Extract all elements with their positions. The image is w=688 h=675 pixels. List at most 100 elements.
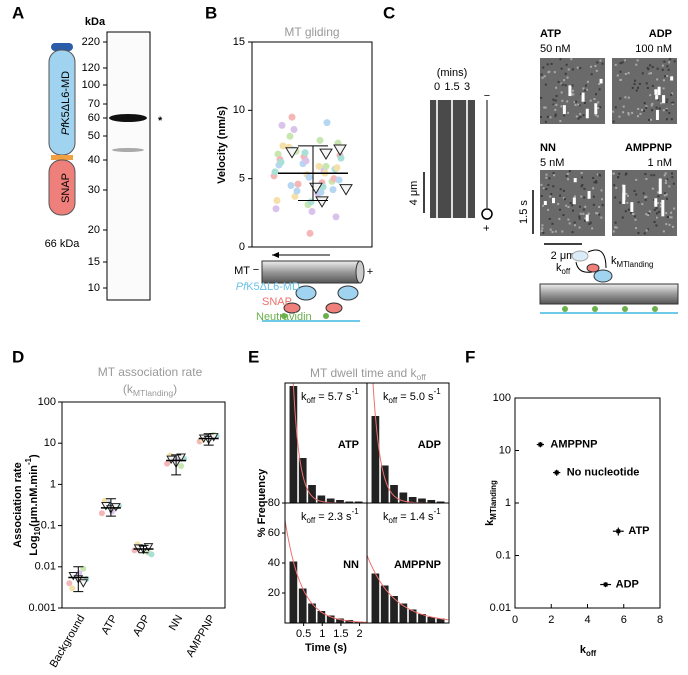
kymo-noise	[633, 79, 636, 82]
kymo-event	[661, 199, 665, 217]
panel-frame	[366, 502, 450, 624]
data-point	[554, 470, 559, 475]
kymo-noise	[549, 228, 552, 231]
kymo-noise	[663, 60, 666, 63]
kymo-noise	[635, 63, 638, 66]
kymo-noise	[592, 203, 595, 206]
kymo-noise	[544, 120, 547, 123]
chart-title: MT association rate	[98, 365, 203, 379]
fit-label-part: 1.4	[410, 511, 425, 523]
kymo-noise	[565, 63, 568, 66]
histogram-bar	[408, 609, 417, 623]
kymo-noise	[568, 222, 571, 225]
kymo-noise	[637, 107, 640, 110]
neutravidin	[281, 313, 287, 319]
data-point	[538, 442, 543, 447]
nucleotide-label: NN	[540, 142, 556, 154]
kymo-noise	[621, 61, 624, 64]
kymo-noise	[618, 172, 621, 175]
histogram-bar	[408, 497, 417, 503]
kymo-noise	[555, 103, 558, 106]
distance-scale: 2 μm	[551, 250, 576, 262]
kymo-noise	[665, 212, 668, 215]
kymo-noise	[655, 106, 658, 109]
kymo-noise	[671, 102, 674, 105]
kymo-noise	[653, 208, 656, 211]
y-axis-label-part: -1	[24, 457, 33, 465]
kymo-noise	[582, 212, 585, 215]
kymo-noise	[580, 176, 583, 179]
kymo-noise	[540, 230, 543, 233]
kymo-noise	[651, 84, 654, 87]
kland-symbol: k	[611, 255, 617, 267]
kymo-noise	[593, 181, 596, 184]
arrow-head	[272, 252, 279, 258]
kymo-noise	[565, 204, 568, 207]
kymo-noise	[668, 112, 671, 115]
kymo-noise	[626, 194, 629, 197]
kymo-noise	[665, 193, 668, 196]
kymo-noise	[565, 175, 568, 178]
kymo-noise	[641, 72, 644, 75]
data-point	[278, 121, 286, 129]
histogram-bar	[326, 498, 335, 503]
kymo-noise	[555, 86, 558, 89]
x-tick-label: ATP	[99, 613, 120, 637]
data-point	[290, 125, 298, 133]
kymo-noise	[673, 60, 676, 63]
x-tick-label: 2	[356, 628, 362, 640]
kymo-noise	[600, 189, 603, 192]
kymo-noise	[647, 118, 650, 121]
kymo-noise	[540, 195, 543, 198]
histogram-bar	[354, 501, 363, 503]
data-point	[148, 551, 155, 558]
y-tick-label: 10	[44, 437, 56, 449]
data-point	[272, 205, 280, 213]
x-tick-label: 0.5	[296, 628, 311, 640]
kymo-noise	[645, 213, 648, 216]
koff-symbol: k	[556, 262, 562, 274]
histogram-bar	[399, 603, 408, 623]
chart-subtitle-part: (k	[123, 382, 134, 396]
data-point	[293, 187, 301, 195]
error-bar	[171, 454, 182, 476]
kymo-noise	[637, 232, 640, 235]
kymo-noise	[547, 71, 550, 74]
kymo-noise	[595, 180, 598, 183]
histogram-bar	[308, 603, 316, 623]
data-point	[288, 113, 296, 121]
x-axis-label-part: off	[586, 649, 596, 658]
ladder-label: 220	[82, 36, 100, 48]
kymo-noise	[664, 192, 667, 195]
nucleotide-label: AMPPNP	[625, 142, 672, 154]
kymo-noise	[595, 212, 598, 215]
replicate-mean	[78, 579, 89, 588]
x-tick-label: 8	[657, 614, 663, 626]
panel-name: AMPPNP	[394, 559, 441, 571]
fit-label-part: k	[301, 511, 307, 523]
kymo-noise	[656, 78, 659, 81]
fit-label-part: off	[307, 516, 316, 525]
kymo-noise	[567, 218, 570, 221]
kymo-noise	[590, 73, 593, 76]
fit-label-part: 5.0	[410, 391, 425, 403]
chart-subtitle-part: )	[173, 382, 177, 396]
kymo-noise	[549, 195, 552, 198]
y-axis-label: Association rate	[12, 462, 24, 548]
kymo-noise	[594, 93, 597, 96]
nucleotide-label: ATP	[540, 28, 561, 40]
kymo-noise	[627, 96, 630, 99]
kymo-noise	[645, 177, 648, 180]
kymo-noise	[661, 64, 664, 67]
data-point	[317, 188, 325, 196]
kymo-noise	[546, 63, 549, 66]
kymo-noise	[633, 215, 636, 218]
kymo-noise	[550, 193, 553, 196]
replicate-mean	[315, 196, 329, 208]
kymo-noise	[542, 231, 545, 234]
kymo-event	[581, 92, 585, 102]
ladder-label: 50	[88, 130, 100, 142]
plot-frame	[251, 41, 373, 248]
construct-name: PfK5ΔL6-MD	[60, 71, 72, 135]
kymo-noise	[670, 216, 673, 219]
